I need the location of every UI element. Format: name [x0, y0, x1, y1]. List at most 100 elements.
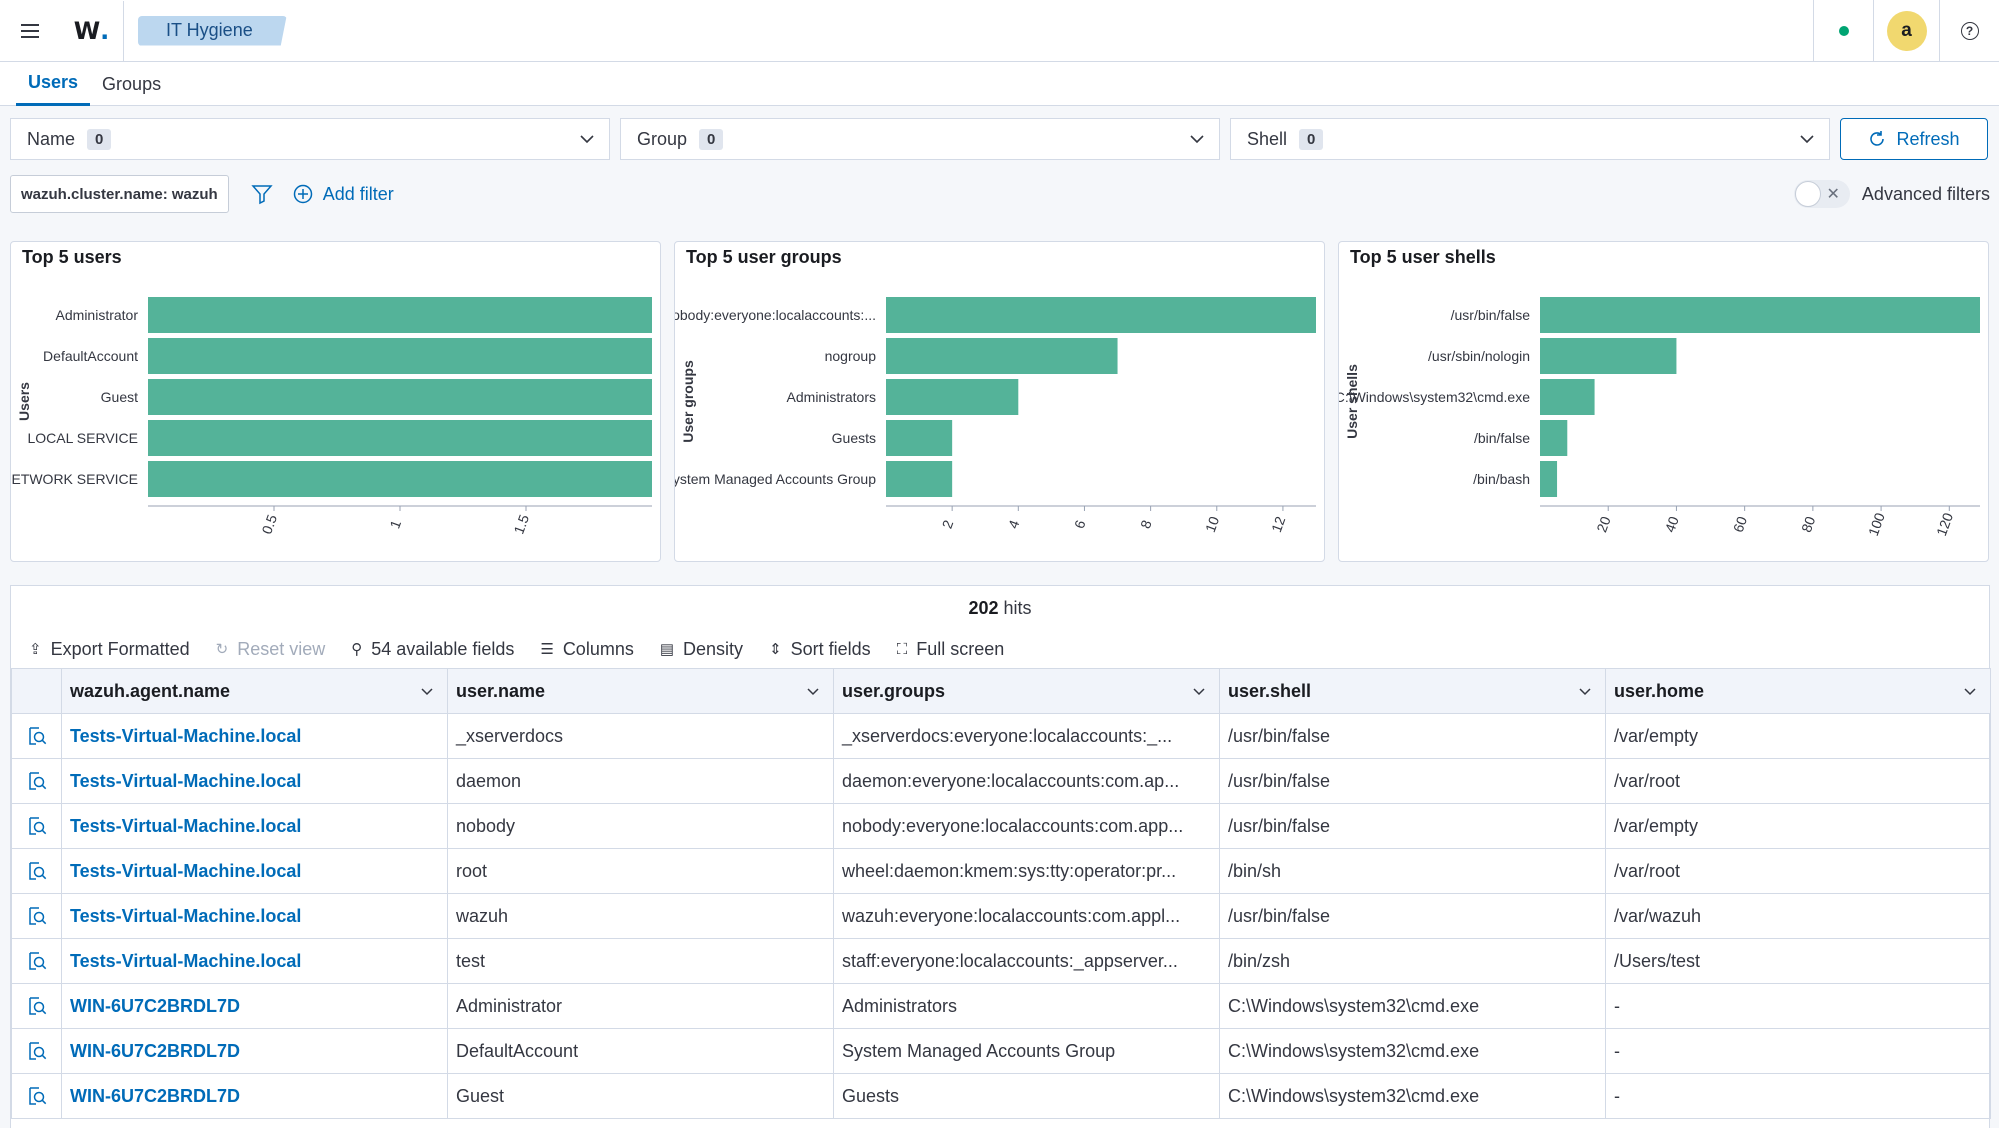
- chart-bar[interactable]: [886, 297, 1316, 333]
- table-row[interactable]: Tests-Virtual-Machine.local daemon daemon:…: [11, 758, 1991, 804]
- chart-bar[interactable]: [148, 379, 652, 415]
- column-header-agent-name[interactable]: wazuh.agent.name: [61, 668, 448, 714]
- cell-user-name: Guest: [447, 1073, 834, 1119]
- category-tick-label: nogroup: [825, 348, 877, 364]
- inspect-document-icon[interactable]: [26, 950, 48, 972]
- tab-users[interactable]: Users: [16, 62, 91, 106]
- wazuh-logo[interactable]: W.: [60, 0, 124, 61]
- tab-groups[interactable]: Groups: [102, 73, 162, 94]
- row-control-cell: [11, 848, 62, 894]
- density-button[interactable]: ▤ Density: [659, 638, 744, 659]
- inspect-document-icon[interactable]: [26, 725, 48, 747]
- table-row[interactable]: WIN-6U7C2BRDL7D DefaultAccount System Mana…: [11, 1028, 1991, 1074]
- sort-fields-button[interactable]: ⇕ Sort fields: [769, 638, 871, 659]
- inspect-document-icon[interactable]: [26, 860, 48, 882]
- add-filter-button[interactable]: Add filter: [293, 184, 394, 205]
- cell-agent-name[interactable]: Tests-Virtual-Machine.local: [61, 893, 448, 939]
- cell-agent-name[interactable]: Tests-Virtual-Machine.local: [61, 713, 448, 759]
- help-button[interactable]: ?: [1939, 0, 1999, 62]
- available-fields-button[interactable]: ⚲ 54 available fields: [351, 638, 515, 659]
- chart-bar[interactable]: [148, 297, 652, 333]
- chart-bar[interactable]: [1540, 338, 1677, 374]
- breadcrumb-it-hygiene[interactable]: IT Hygiene: [138, 15, 287, 46]
- cell-agent-name[interactable]: Tests-Virtual-Machine.local: [61, 848, 448, 894]
- chart-bar[interactable]: [148, 461, 652, 497]
- row-control-cell: [11, 803, 62, 849]
- results-table: wazuh.agent.name user.name user.groups u…: [11, 668, 1991, 1119]
- chevron-down-icon[interactable]: [1962, 683, 1978, 699]
- inspect-document-icon[interactable]: [26, 1085, 48, 1107]
- cell-agent-name[interactable]: WIN-6U7C2BRDL7D: [61, 983, 448, 1029]
- chart-bar[interactable]: [148, 420, 652, 456]
- filter-icon[interactable]: [251, 183, 273, 205]
- cell-agent-name[interactable]: Tests-Virtual-Machine.local: [61, 803, 448, 849]
- cell-user-name: _xserverdocs: [447, 713, 834, 759]
- chevron-down-icon[interactable]: [1191, 683, 1207, 699]
- cell-user-shell: /usr/bin/false: [1219, 803, 1606, 849]
- chart-bar[interactable]: [1540, 297, 1980, 333]
- column-header-user-name[interactable]: user.name: [447, 668, 834, 714]
- cell-user-home: /var/root: [1605, 848, 1991, 894]
- table-row[interactable]: WIN-6U7C2BRDL7D Administrator Administrato…: [11, 983, 1991, 1029]
- grid-toolbar: ⇪ Export Formatted ↻ Reset view ⚲ 54 availa…: [29, 634, 1004, 664]
- name-filter-select[interactable]: Name 0: [10, 118, 610, 160]
- chart-bar[interactable]: [886, 338, 1118, 374]
- cell-agent-name[interactable]: WIN-6U7C2BRDL7D: [61, 1073, 448, 1119]
- cell-user-home: /var/root: [1605, 758, 1991, 804]
- category-tick-label: nobody:everyone:localaccounts:...: [675, 307, 876, 323]
- table-row[interactable]: Tests-Virtual-Machine.local nobody nobody:…: [11, 803, 1991, 849]
- chart-bar[interactable]: [886, 420, 953, 456]
- category-tick-label: Guests: [832, 430, 876, 446]
- chart-bar[interactable]: [886, 379, 1019, 415]
- x-tick-label: 1.5: [510, 512, 532, 536]
- reset-view-button[interactable]: ↻ Reset view: [215, 638, 326, 659]
- full-screen-button[interactable]: ⛶ Full screen: [896, 638, 1005, 659]
- hamburger-menu-button[interactable]: [0, 1, 60, 61]
- user-menu-button[interactable]: a: [1873, 0, 1939, 62]
- chevron-down-icon[interactable]: [419, 683, 435, 699]
- row-control-cell: [11, 1028, 62, 1074]
- chart-bar[interactable]: [148, 338, 652, 374]
- table-row[interactable]: Tests-Virtual-Machine.local test staff:eve…: [11, 938, 1991, 984]
- columns-button[interactable]: ☰ Columns: [540, 638, 634, 659]
- table-row[interactable]: Tests-Virtual-Machine.local wazuh wazuh:ev…: [11, 893, 1991, 939]
- cell-user-name: root: [447, 848, 834, 894]
- filter-pill-cluster[interactable]: wazuh.cluster.name: wazuh: [10, 175, 229, 213]
- advanced-filters-toggle[interactable]: ✕: [1793, 180, 1850, 208]
- inspect-document-icon[interactable]: [26, 905, 48, 927]
- inspect-document-icon[interactable]: [26, 1040, 48, 1062]
- chart-bar[interactable]: [1540, 420, 1568, 456]
- row-control-cell: [11, 983, 62, 1029]
- x-tick-label: 1: [386, 518, 404, 531]
- inspect-document-icon[interactable]: [26, 815, 48, 837]
- shell-filter-select[interactable]: Shell 0: [1230, 118, 1830, 160]
- column-header-user-home[interactable]: user.home: [1605, 668, 1991, 714]
- chart-bar[interactable]: [1540, 379, 1595, 415]
- x-tick-label: 2: [939, 518, 957, 531]
- table-row[interactable]: WIN-6U7C2BRDL7D Guest Guests C:\Windows\sys…: [11, 1073, 1991, 1119]
- cell-user-home: -: [1605, 1073, 1991, 1119]
- table-row[interactable]: Tests-Virtual-Machine.local root wheel:dae…: [11, 848, 1991, 894]
- column-header-user-shell[interactable]: user.shell: [1219, 668, 1606, 714]
- table-row[interactable]: Tests-Virtual-Machine.local _xserverdocs _…: [11, 713, 1991, 759]
- menu-icon: [21, 23, 39, 38]
- chevron-down-icon[interactable]: [805, 683, 821, 699]
- cell-agent-name[interactable]: Tests-Virtual-Machine.local: [61, 938, 448, 984]
- cell-user-name: Administrator: [447, 983, 834, 1029]
- inspect-document-icon[interactable]: [26, 995, 48, 1017]
- chart-bar[interactable]: [886, 461, 953, 497]
- group-filter-select[interactable]: Group 0: [620, 118, 1220, 160]
- advanced-filters-control: ✕ Advanced filters: [1793, 174, 1990, 214]
- inspect-document-icon[interactable]: [26, 770, 48, 792]
- category-tick-label: /usr/sbin/nologin: [1428, 348, 1530, 364]
- chart-bar[interactable]: [1540, 461, 1558, 497]
- cell-agent-name[interactable]: Tests-Virtual-Machine.local: [61, 758, 448, 804]
- category-tick-label: Administrator: [56, 307, 139, 323]
- query-bar: wazuh.cluster.name: wazuh Add filter ✕ A…: [10, 174, 1990, 214]
- health-status-indicator[interactable]: [1813, 0, 1873, 62]
- cell-agent-name[interactable]: WIN-6U7C2BRDL7D: [61, 1028, 448, 1074]
- chevron-down-icon[interactable]: [1577, 683, 1593, 699]
- refresh-button[interactable]: Refresh: [1840, 118, 1988, 160]
- column-header-user-groups[interactable]: user.groups: [833, 668, 1220, 714]
- export-formatted-button[interactable]: ⇪ Export Formatted: [29, 638, 190, 659]
